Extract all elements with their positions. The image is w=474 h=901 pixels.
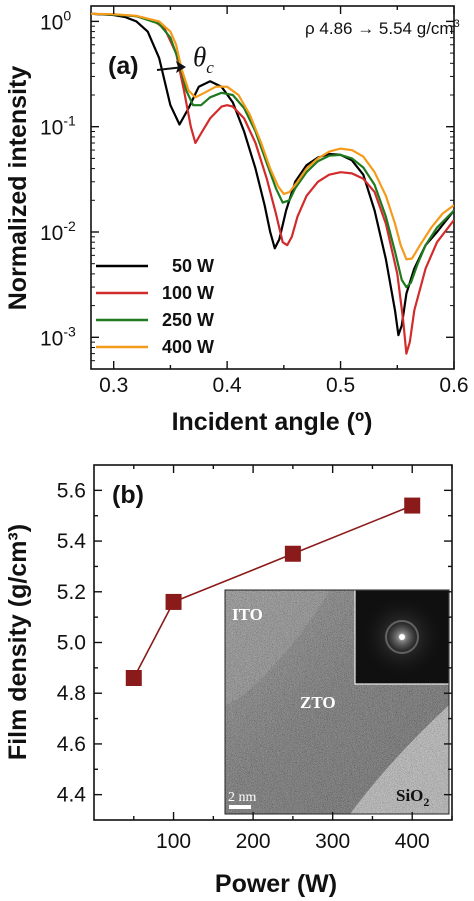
y-tick-label: 4.6 [57,733,86,756]
x-tick-label: 200 [236,830,271,853]
panel-b-x-axis-title: Power (W) [215,870,337,898]
legend-label: 100 W [162,283,214,303]
y-tick-base: 10 [40,117,63,140]
y-tick-label: 5.4 [57,530,87,553]
fft-center-spot-icon [399,634,405,640]
panel-a-ticks [91,6,455,369]
y-tick-label: 5.2 [57,581,86,604]
y-tick-label: 10-1 [40,113,76,140]
tem-label-zto: ZTO [300,693,336,712]
series-line-400w [91,12,454,261]
x-tick-label: 0.6 [439,374,468,397]
theta-c-arrowhead-icon [176,61,186,73]
y-tick-exponent: -3 [63,323,76,339]
y-tick-label: 5.6 [57,479,86,502]
legend-label: 400 W [162,337,214,357]
panel-a-x-tick-labels: 0.3 0.4 0.5 0.6 [99,374,469,397]
panel-b-ticks [94,465,453,820]
y-tick-label: 5.0 [57,632,86,655]
y-tick-label: 4.8 [57,682,86,705]
tem-scale-label: 2 nm [228,790,257,805]
y-tick-label: 10-3 [40,323,76,350]
tem-inset-border [224,589,450,815]
series-line-50w [91,12,454,337]
panel-b-label: (b) [112,481,144,509]
density-annotation: ρ 4.86 → 5.54 g/cm3 [305,18,460,38]
density-annotation-sup: 3 [454,18,460,30]
tem-label-ito: ITO [232,605,263,624]
panel-a-y-axis-title: Normalized intensity [4,66,32,311]
tem-inset: ITO ZTO SiO2 2 nm [225,590,449,814]
density-line [133,504,413,679]
tem-label-sio2: SiO2 [396,786,429,809]
density-point [165,593,182,610]
y-tick-label: 4.4 [57,784,87,807]
panel-b-y-tick-labels: 4.4 4.6 4.8 5.0 5.2 5.4 5.6 [57,479,87,806]
theta-c-subscript: c [206,58,214,77]
x-tick-label: 400 [395,830,430,853]
density-point [404,497,421,514]
density-point [284,545,301,562]
y-tick-base: 10 [40,327,63,350]
panel-a-x-axis-title: Incident angle (º) [172,408,373,436]
y-tick-base: 10 [40,11,63,34]
theta-c-marker: θc [156,42,214,77]
series-line-100w [91,12,454,355]
x-tick-label: 100 [156,830,191,853]
panel-a-curves [91,12,454,355]
panel-b-density-plot: ITO ZTO SiO2 2 nm 4.44.64.85.05.25.45.6 … [4,464,453,898]
theta-c-label: θc [193,42,214,77]
y-tick-exponent: -1 [63,113,76,129]
panel-a-label: (a) [108,52,139,80]
y-tick-exponent: 0 [63,7,71,23]
panel-a-frame [90,5,455,370]
x-tick-label: 0.4 [213,374,243,397]
y-tick-exponent: -2 [63,218,76,234]
panel-a-legend: 50 W 100 W 250 W 400 W [96,256,214,357]
panel-b-x-tick-labels: 100 200 300 400 [156,830,430,853]
panel-b-y-axis-title: Film density (g/cm³) [4,524,32,760]
tem-label-sio2-sub: 2 [423,795,429,809]
theta-c-symbol: θ [193,42,206,72]
x-tick-label: 0.3 [99,374,128,397]
tem-label-sio2-main: SiO [396,786,423,805]
tem-scale-bar [229,805,251,809]
x-tick-label: 0.5 [326,374,355,397]
legend-label: 50 W [172,256,214,276]
y-tick-base: 10 [40,222,63,245]
y-tick-label: 100 [40,7,71,34]
panel-b-data [125,497,421,686]
series-line-250w [91,12,454,289]
density-annotation-text: ρ 4.86 → 5.54 g/cm [305,19,454,38]
x-tick-label: 300 [315,830,350,853]
legend-label: 250 W [162,310,214,330]
y-tick-label: 10-2 [40,218,76,245]
density-point [125,670,142,686]
fft-ring-icon [385,620,419,654]
